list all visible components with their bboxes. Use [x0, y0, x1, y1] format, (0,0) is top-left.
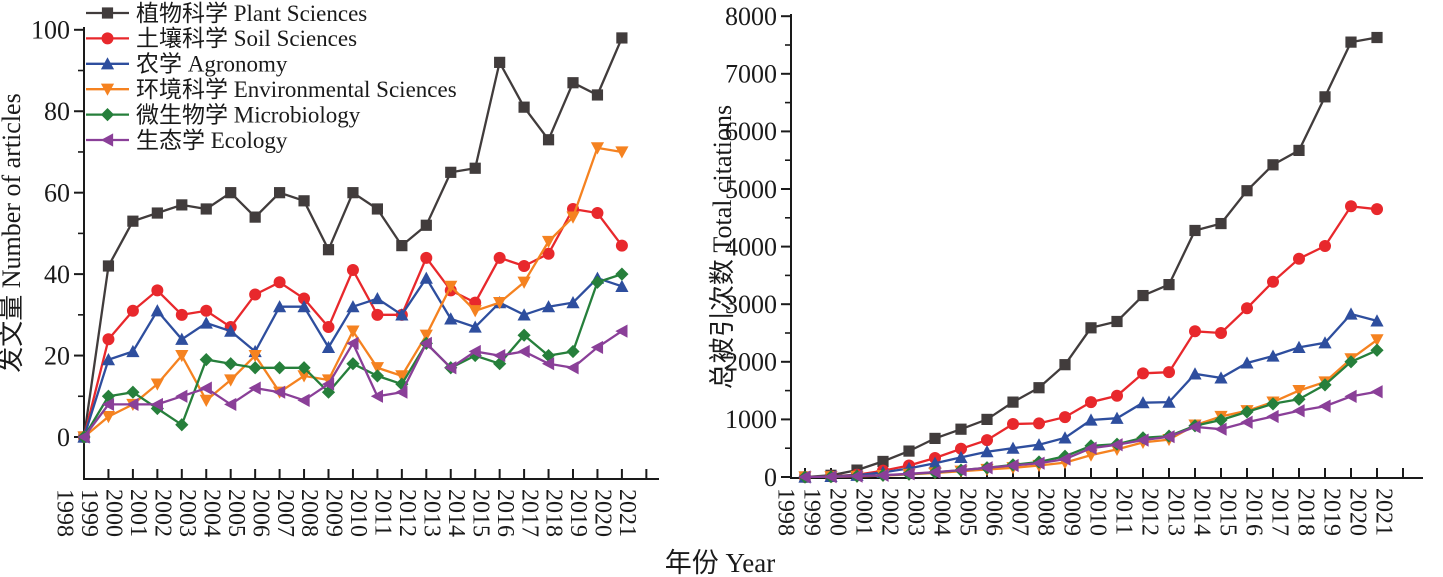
x-tick-label: 2006	[247, 489, 273, 537]
x-tick-label: 2014	[443, 489, 469, 537]
x-tick-label: 2014	[1189, 488, 1215, 536]
x-tick-label: 2016	[492, 489, 518, 537]
x-tick-label: 2004	[198, 489, 224, 537]
y-tick-label: 0	[764, 463, 777, 492]
y-tick-label: 40	[44, 260, 70, 289]
x-tick-label: 1998	[773, 488, 799, 536]
x-tick-label: 2001	[125, 489, 151, 537]
legend-label: 农学 Agronomy	[136, 52, 288, 77]
y-tick-label: 60	[44, 179, 70, 208]
x-tick-label: 2019	[1319, 488, 1345, 536]
x-tick-label: 2018	[541, 489, 567, 537]
x-tick-label: 2015	[467, 489, 493, 537]
legend-label: 环境科学 Environmental Sciences	[136, 77, 457, 102]
x-tick-label: 2008	[1033, 488, 1059, 536]
x-tick-label: 2012	[1137, 488, 1163, 536]
y-tick-label: 1000	[725, 405, 777, 434]
x-tick-label: 1999	[799, 488, 825, 536]
legend-label: 微生物学 Microbiology	[136, 102, 361, 127]
legend-label: 土壤科学 Soil Sciences	[136, 26, 357, 51]
y-tick-label: 3000	[725, 290, 777, 319]
series-triangle-down	[77, 142, 629, 444]
y-axis-label: 总被引次数 Total citations	[708, 105, 737, 389]
y-tick-label: 8000	[725, 2, 777, 31]
y-tick-label: 100	[31, 16, 70, 45]
x-tick-label: 2017	[1267, 488, 1293, 536]
series-line	[804, 205, 1378, 479]
series-triangle-up	[77, 271, 629, 443]
x-tick-label: 2013	[418, 489, 444, 537]
y-tick-label: 20	[44, 341, 70, 370]
x-tick-label: 2006	[981, 488, 1007, 536]
x-tick-label: 2021	[1371, 488, 1397, 536]
x-tick-label: 2007	[1007, 488, 1033, 536]
x-tick-label: 2002	[150, 489, 176, 537]
x-tick-label: 2003	[903, 488, 929, 536]
x-tick-label: 2004	[929, 488, 955, 536]
x-tick-label: 2003	[174, 489, 200, 537]
x-tick-label: 2017	[516, 489, 542, 537]
y-tick-label: 2000	[725, 348, 777, 377]
x-tick-label: 2016	[1241, 488, 1267, 536]
citations-chart: 0 1000 2000 3000 4000 5000 6000 7000 8000 1998 199…	[708, 2, 1423, 536]
y-tick-label: 4000	[725, 232, 777, 261]
y-tick-label: 7000	[725, 60, 777, 89]
x-tick-label: 2015	[1215, 488, 1241, 536]
series-line	[804, 36, 1378, 479]
series-square	[78, 32, 628, 443]
x-tick-label: 2011	[370, 489, 396, 536]
x-tick-label: 2007	[272, 489, 298, 537]
x-tick-label: 2002	[877, 488, 903, 536]
x-tick-label: 1999	[76, 489, 102, 537]
y-tick-label: 0	[57, 423, 70, 452]
x-tick-label: 2018	[1293, 488, 1319, 536]
series-diamond	[77, 267, 629, 444]
x-axis-label: 年份 Year	[664, 548, 776, 577]
x-tick-label: 2008	[296, 489, 322, 537]
y-tick-label: 6000	[725, 117, 777, 146]
x-tick-label: 2021	[614, 489, 640, 537]
x-tick-label: 2000	[101, 489, 127, 537]
legend-label: 生态学 Ecology	[136, 128, 288, 153]
series-triangle-left	[798, 385, 1383, 484]
x-tick-label: 2009	[321, 489, 347, 537]
x-tick-label: 2020	[590, 489, 616, 537]
legend-label: 植物科学 Plant Sciences	[136, 1, 367, 26]
x-tick-label: 2010	[345, 489, 371, 537]
x-tick-label: 2019	[565, 489, 591, 537]
y-tick-label: 5000	[725, 175, 777, 204]
articles-chart: 0 20 40 60 80 100 1998199920002001200220032004…	[0, 1, 659, 537]
x-tick-label: 2001	[851, 488, 877, 536]
x-tick-label: 2005	[955, 488, 981, 536]
series-line	[83, 330, 623, 438]
x-tick-label: 2013	[1163, 488, 1189, 536]
x-tick-label: 2010	[1085, 488, 1111, 536]
x-tick-label: 2012	[394, 489, 420, 537]
y-tick-label: 80	[44, 97, 70, 126]
x-tick-label: 2011	[1111, 488, 1137, 535]
x-tick-label: 2005	[223, 489, 249, 537]
x-tick-label: 2020	[1345, 488, 1371, 536]
x-tick-label: 1998	[52, 489, 78, 537]
x-tick-label: 2000	[825, 488, 851, 536]
y-axis-label: 发文量 Number of articles	[0, 93, 26, 372]
series-triangle-left	[77, 324, 628, 444]
x-tick-label: 2009	[1059, 488, 1085, 536]
